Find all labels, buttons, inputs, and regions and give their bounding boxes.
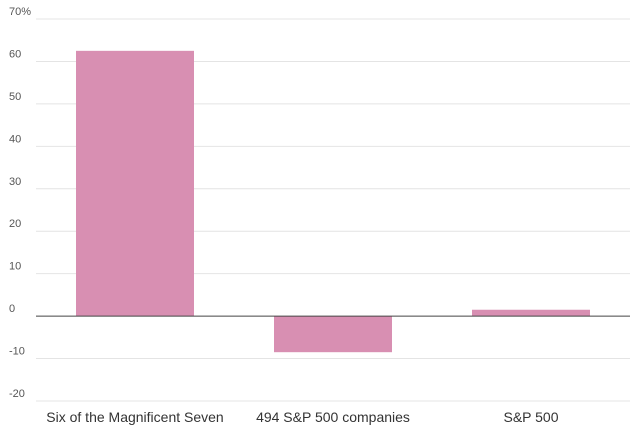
y-tick-label: 10 (9, 261, 21, 273)
y-tick-label: 20 (9, 218, 21, 230)
y-tick-label: 60 (9, 48, 21, 60)
bar-1 (76, 50, 194, 317)
y-tick-label: 0 (9, 303, 15, 315)
y-tick-label: -10 (9, 346, 25, 358)
x-category-label: 494 S&P 500 companies (256, 409, 410, 425)
y-tick-label: 70% (9, 6, 31, 18)
x-category-label: S&P 500 (503, 409, 558, 425)
bar-3 (472, 309, 590, 317)
y-tick-label: 30 (9, 176, 21, 188)
y-tick-label: 50 (9, 91, 21, 103)
x-category-label: Six of the Magnificent Seven (46, 409, 223, 425)
y-tick-label: -20 (9, 388, 25, 400)
y-tick-label: 40 (9, 133, 21, 145)
bar-2 (274, 316, 392, 353)
